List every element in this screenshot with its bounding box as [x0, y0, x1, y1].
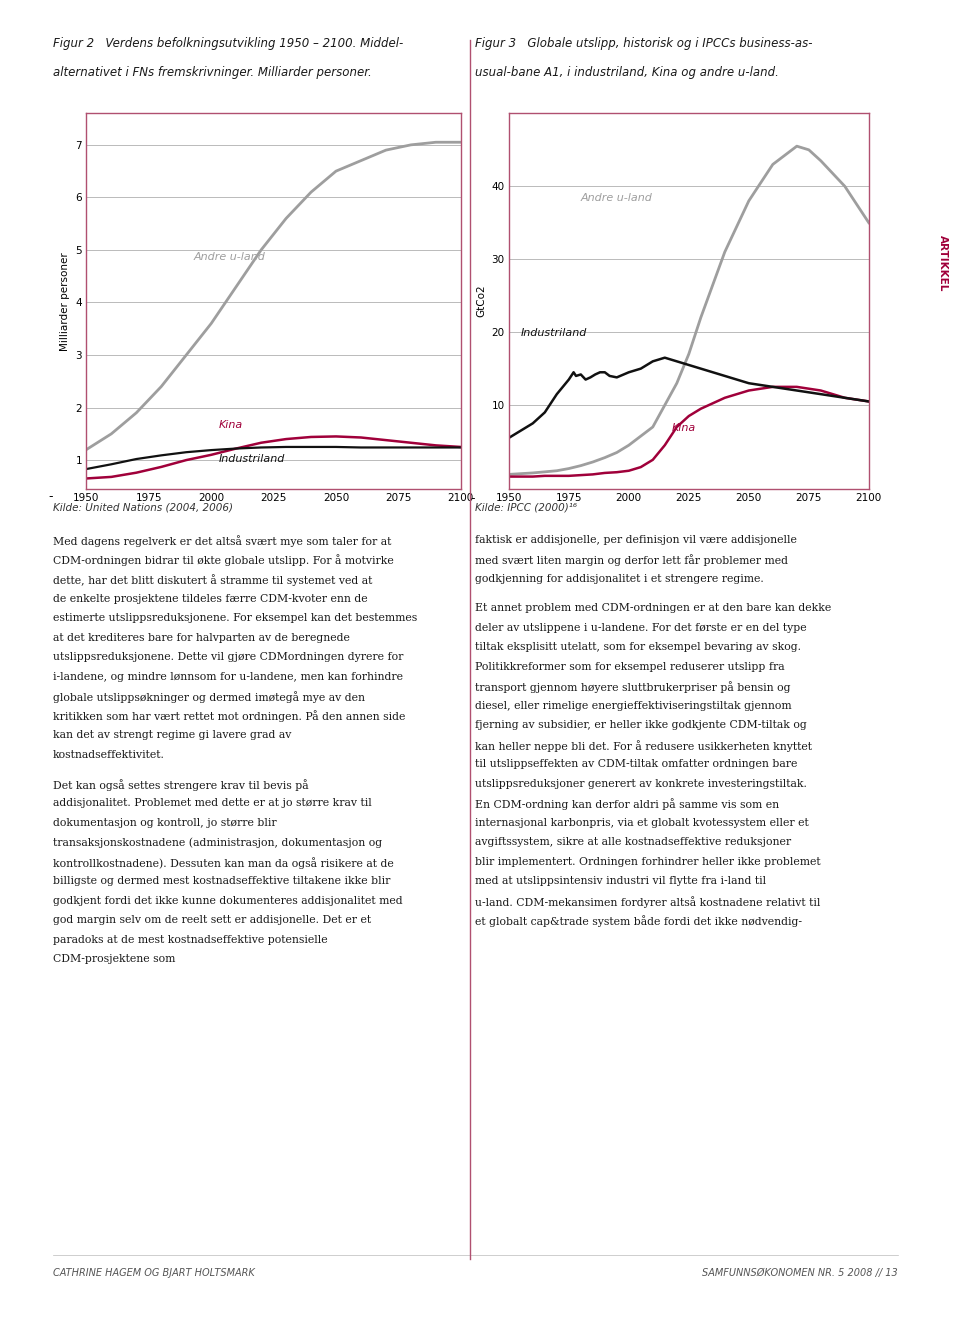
Text: Industriland: Industriland	[219, 453, 285, 464]
Text: deler av utslippene i u-landene. For det første er en del type: deler av utslippene i u-landene. For det…	[475, 623, 806, 633]
Text: En CDM-ordning kan derfor aldri på samme vis som en: En CDM-ordning kan derfor aldri på samme…	[475, 799, 780, 811]
Text: Politikkreformer som for eksempel reduserer utslipp fra: Politikkreformer som for eksempel reduse…	[475, 662, 785, 672]
Text: Andre u-land: Andre u-land	[581, 192, 653, 203]
Text: tiltak eksplisitt utelatt, som for eksempel bevaring av skog.: tiltak eksplisitt utelatt, som for eksem…	[475, 642, 802, 652]
Text: kan heller neppe bli det. For å redusere usikkerheten knyttet: kan heller neppe bli det. For å redusere…	[475, 739, 812, 751]
Text: kritikken som har vært rettet mot ordningen. På den annen side: kritikken som har vært rettet mot ordnin…	[53, 710, 405, 722]
Text: godkjent fordi det ikke kunne dokumenteres addisjonalitet med: godkjent fordi det ikke kunne dokumenter…	[53, 896, 402, 905]
Text: kontrollkostnadene). Dessuten kan man da også risikere at de: kontrollkostnadene). Dessuten kan man da…	[53, 857, 394, 869]
Text: avgiftssystem, sikre at alle kostnadseffektive reduksjoner: avgiftssystem, sikre at alle kostnadseff…	[475, 837, 791, 847]
Text: -: -	[49, 490, 53, 503]
Text: blir implementert. Ordningen forhindrer heller ikke problemet: blir implementert. Ordningen forhindrer …	[475, 857, 821, 867]
Text: CDM-prosjektene som: CDM-prosjektene som	[53, 954, 175, 965]
Text: dette, har det blitt diskutert å stramme til systemet ved at: dette, har det blitt diskutert å stramme…	[53, 575, 372, 587]
Text: diesel, eller rimelige energieffektiviseringstiltak gjennom: diesel, eller rimelige energieffektivise…	[475, 701, 792, 710]
Text: estimerte utslippsreduksjonene. For eksempel kan det bestemmes: estimerte utslippsreduksjonene. For ekse…	[53, 613, 417, 623]
Text: Med dagens regelverk er det altså svært mye som taler for at: Med dagens regelverk er det altså svært …	[53, 535, 391, 547]
Y-axis label: GtCo2: GtCo2	[476, 285, 486, 318]
Text: Kilde: IPCC (2000)¹⁶: Kilde: IPCC (2000)¹⁶	[475, 502, 577, 513]
Text: til utslippseffekten av CDM-tiltak omfatter ordningen bare: til utslippseffekten av CDM-tiltak omfat…	[475, 759, 798, 770]
Text: ARTIKKEL: ARTIKKEL	[938, 236, 948, 291]
Text: Andre u-land: Andre u-land	[194, 253, 266, 262]
Text: CATHRINE HAGEM OG BJART HOLTSMARK: CATHRINE HAGEM OG BJART HOLTSMARK	[53, 1268, 254, 1278]
Text: transport gjennom høyere sluttbrukerpriser på bensin og: transport gjennom høyere sluttbrukerpris…	[475, 681, 791, 693]
Text: kostnadseffektivitet.: kostnadseffektivitet.	[53, 750, 165, 759]
Text: globale utslippsøkninger og dermed imøtegå mye av den: globale utslippsøkninger og dermed imøte…	[53, 691, 365, 702]
Text: alternativet i FNs fremskrivninger. Milliarder personer.: alternativet i FNs fremskrivninger. Mill…	[53, 66, 372, 79]
Text: u-land. CDM-mekansimen fordyrer altså kostnadene relativt til: u-land. CDM-mekansimen fordyrer altså ko…	[475, 896, 821, 908]
Text: addisjonalitet. Problemet med dette er at jo større krav til: addisjonalitet. Problemet med dette er a…	[53, 799, 372, 808]
Text: de enkelte prosjektene tildeles færre CDM-kvoter enn de: de enkelte prosjektene tildeles færre CD…	[53, 593, 368, 604]
Text: i-landene, og mindre lønnsom for u-landene, men kan forhindre: i-landene, og mindre lønnsom for u-lande…	[53, 672, 403, 681]
Text: utslippsreduksjoner generert av konkrete investeringstiltak.: utslippsreduksjoner generert av konkrete…	[475, 779, 807, 789]
Text: Industriland: Industriland	[521, 328, 588, 337]
Text: Figur 2   Verdens befolkningsutvikling 1950 – 2100. Middel-: Figur 2 Verdens befolkningsutvikling 195…	[53, 37, 403, 50]
Text: billigste og dermed mest kostnadseffektive tiltakene ikke blir: billigste og dermed mest kostnadseffekti…	[53, 876, 390, 887]
Text: kan det av strengt regime gi lavere grad av: kan det av strengt regime gi lavere grad…	[53, 730, 291, 741]
Text: med at utslippsintensiv industri vil flytte fra i-land til: med at utslippsintensiv industri vil fly…	[475, 876, 766, 887]
Text: faktisk er addisjonelle, per definisjon vil være addisjonelle: faktisk er addisjonelle, per definisjon …	[475, 535, 797, 546]
Text: Figur 3   Globale utslipp, historisk og i IPCCs business-as-: Figur 3 Globale utslipp, historisk og i …	[475, 37, 813, 50]
Text: dokumentasjon og kontroll, jo større blir: dokumentasjon og kontroll, jo større bli…	[53, 818, 276, 828]
Text: internasjonal karbonpris, via et globalt kvotessystem eller et: internasjonal karbonpris, via et globalt…	[475, 818, 809, 828]
Text: Kina: Kina	[672, 423, 696, 432]
Text: et globalt cap&trade system både fordi det ikke nødvendig-: et globalt cap&trade system både fordi d…	[475, 916, 803, 928]
Text: at det krediteres bare for halvparten av de beregnede: at det krediteres bare for halvparten av…	[53, 633, 349, 643]
Text: Kina: Kina	[219, 419, 243, 430]
Text: god margin selv om de reelt sett er addisjonelle. Det er et: god margin selv om de reelt sett er addi…	[53, 916, 371, 925]
Text: fjerning av subsidier, er heller ikke godkjente CDM-tiltak og: fjerning av subsidier, er heller ikke go…	[475, 721, 807, 730]
Text: -: -	[470, 492, 475, 505]
Text: utslippsreduksjonene. Dette vil gjøre CDMordningen dyrere for: utslippsreduksjonene. Dette vil gjøre CD…	[53, 652, 403, 662]
Text: paradoks at de mest kostnadseffektive potensielle: paradoks at de mest kostnadseffektive po…	[53, 934, 327, 945]
Text: med svært liten margin og derfor lett får problemer med: med svært liten margin og derfor lett få…	[475, 555, 788, 567]
Text: SAMFUNNSØKONOMEN NR. 5 2008 // 13: SAMFUNNSØKONOMEN NR. 5 2008 // 13	[702, 1268, 898, 1278]
Y-axis label: Milliarder personer: Milliarder personer	[60, 252, 70, 351]
Text: godkjenning for addisjonalitet i et strengere regime.: godkjenning for addisjonalitet i et stre…	[475, 575, 764, 584]
Text: Et annet problem med CDM-ordningen er at den bare kan dekke: Et annet problem med CDM-ordningen er at…	[475, 604, 831, 613]
Text: transaksjonskostnadene (administrasjon, dokumentasjon og: transaksjonskostnadene (administrasjon, …	[53, 837, 382, 847]
Text: usual-bane A1, i industriland, Kina og andre u-land.: usual-bane A1, i industriland, Kina og a…	[475, 66, 780, 79]
Text: Det kan også settes strengere krav til bevis på: Det kan også settes strengere krav til b…	[53, 779, 308, 791]
Text: Kilde: United Nations (2004, 2006): Kilde: United Nations (2004, 2006)	[53, 502, 233, 513]
Text: CDM-ordningen bidrar til økte globale utslipp. For å motvirke: CDM-ordningen bidrar til økte globale ut…	[53, 555, 394, 567]
